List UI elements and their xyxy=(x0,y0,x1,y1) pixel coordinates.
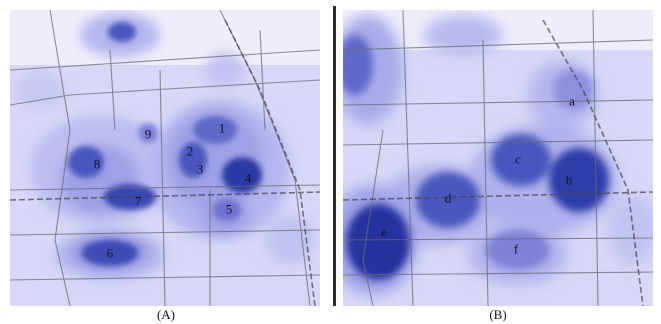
road-network-b xyxy=(343,10,653,306)
cluster-label-a: a xyxy=(569,93,575,109)
highway-b xyxy=(343,19,653,306)
density-map-b: a b c d e f xyxy=(343,10,653,306)
panel-caption-a: (A) xyxy=(156,307,176,322)
cluster-label-2: 2 xyxy=(186,143,194,159)
cluster-label-9: 9 xyxy=(144,126,152,142)
cluster-label-8: 8 xyxy=(93,156,101,172)
panel-caption-b: (B) xyxy=(489,307,507,322)
cluster-label-f: f xyxy=(513,241,519,257)
density-cores-a xyxy=(68,22,262,266)
road-network-a xyxy=(10,10,320,306)
density-map-a: 1 2 3 4 5 6 7 8 9 xyxy=(10,10,320,306)
panel-divider xyxy=(333,6,336,306)
cluster-label-d: d xyxy=(444,190,452,206)
cluster-label-6: 6 xyxy=(106,245,114,261)
density-map-b-graphic xyxy=(343,10,653,306)
cluster-label-b: b xyxy=(565,172,573,188)
cluster-label-5: 5 xyxy=(225,201,233,217)
cluster-label-7: 7 xyxy=(134,193,142,209)
cluster-label-c: c xyxy=(515,151,521,167)
density-map-a-graphic xyxy=(10,10,320,306)
cluster-label-e: e xyxy=(381,224,387,240)
highway-a xyxy=(10,19,320,306)
cluster-label-4: 4 xyxy=(244,170,252,186)
cluster-label-1: 1 xyxy=(218,120,226,136)
cluster-label-3: 3 xyxy=(196,161,204,177)
